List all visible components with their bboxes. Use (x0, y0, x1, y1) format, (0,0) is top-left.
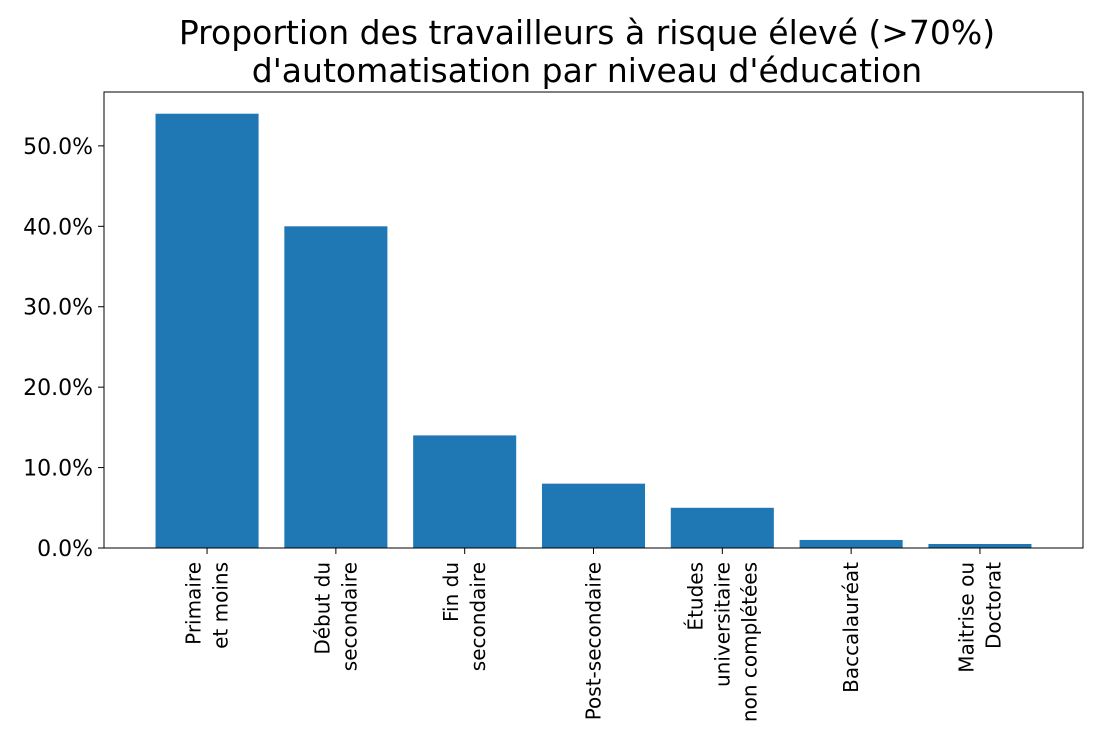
y-axis: 0.0% 10.0% 20.0% 30.0% 40.0% 50.0% (23, 135, 104, 562)
x-tick-label: Post-secondaire (582, 562, 606, 720)
y-tick-label: 20.0% (23, 376, 93, 401)
x-tick-label: Fin du secondaire (439, 562, 490, 671)
x-tick-label-line: non complétées (737, 562, 761, 722)
bar (670, 507, 774, 548)
x-tick-label-line: Post-secondaire (582, 562, 606, 720)
bar (284, 226, 388, 548)
x-tick-label-line: et moins (209, 562, 233, 649)
y-tick-label: 0.0% (37, 537, 93, 562)
y-tick-label: 50.0% (23, 135, 93, 160)
x-tick-label-line: Primaire (182, 562, 206, 645)
bars (155, 113, 1032, 548)
bar (541, 483, 646, 548)
x-tick-label-line: Début du (310, 562, 334, 655)
bar (413, 435, 517, 548)
x-tick-label-line: universitaire (710, 562, 734, 687)
x-tick-label: Début du secondaire (310, 562, 361, 671)
chart-title-line: d'automatisation par niveau d'éducation (252, 51, 922, 90)
x-tick-label: Maitrise ou Doctorat (954, 562, 1005, 673)
bar (799, 539, 903, 548)
y-tick-label: 30.0% (23, 296, 93, 321)
x-tick-label: Études universitaire non complétées (683, 562, 761, 722)
x-tick-label-line: Baccalauréat (839, 562, 863, 693)
x-tick-label-line: Doctorat (981, 562, 1005, 649)
y-tick-label: 10.0% (23, 457, 93, 482)
x-tick-label-line: Maitrise ou (954, 562, 978, 673)
x-tick-label-line: secondaire (466, 562, 490, 671)
x-axis: Primaire et moins Début du secondaire Fin du… (182, 548, 1005, 722)
x-tick-label-line: secondaire (337, 562, 361, 671)
plot-frame (103, 91, 1084, 549)
bar (928, 543, 1032, 548)
x-tick-label-line: Études (683, 562, 707, 631)
bar (155, 113, 259, 548)
x-tick-label-line: Fin du (439, 562, 463, 622)
y-tick-label: 40.0% (23, 215, 93, 240)
x-tick-label: Baccalauréat (839, 562, 863, 693)
x-tick-label: Primaire et moins (182, 562, 233, 649)
chart-title: Proportion des travailleurs à risque éle… (179, 13, 995, 90)
chart-title-line: Proportion des travailleurs à risque éle… (179, 13, 995, 52)
